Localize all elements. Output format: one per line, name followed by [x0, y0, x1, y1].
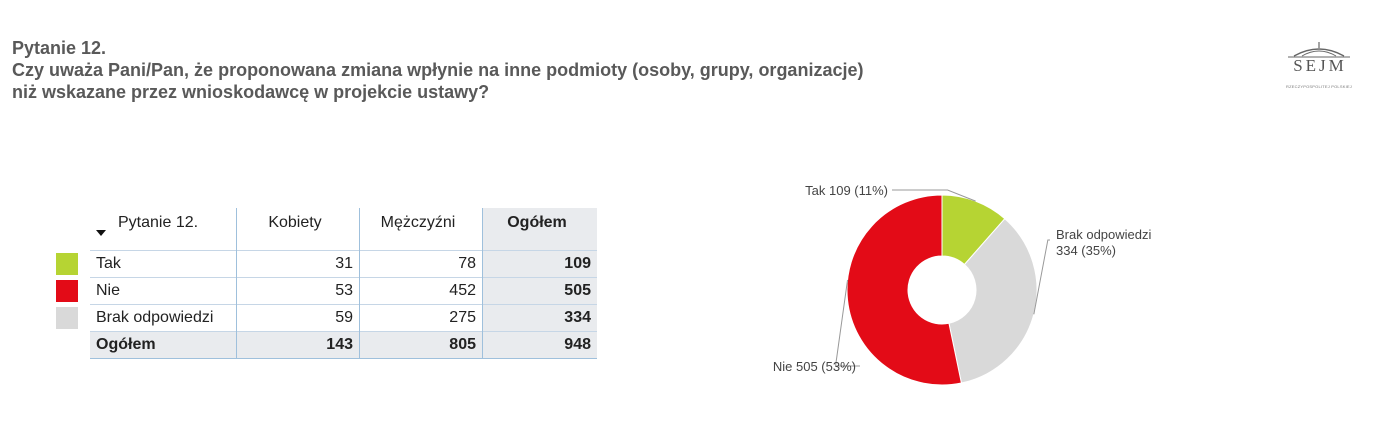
table-row: Brak odpowiedzi 59 275 334 [56, 304, 597, 332]
question-text-line1: Czy uważa Pani/Pan, że proponowana zmian… [12, 60, 864, 80]
label-tak: Tak 109 (11%) [805, 183, 888, 198]
table-header-row: Pytanie 12. Kobiety Mężczyźni Ogółem [56, 208, 597, 251]
cell-value: 452 [359, 277, 483, 305]
cell-total: 505 [482, 277, 597, 305]
total-value: 805 [359, 331, 483, 359]
sejm-logo: SEJM RZECZYPOSPOLITEJ POLSKIEJ [1280, 40, 1358, 92]
question-label: Pytanie 12. [12, 38, 107, 58]
question-header: Pytanie 12. Czy uważa Pani/Pan, że propo… [12, 37, 1012, 103]
total-value: 143 [236, 331, 360, 359]
swatch-nie [56, 280, 78, 302]
leader-line-tak [892, 189, 976, 202]
donut-chart: Tak 109 (11%) Brak odpowiedzi 334 (35%) Nie… [700, 150, 1220, 415]
row-label: Tak [90, 250, 237, 278]
results-table: Pytanie 12. Kobiety Mężczyźni Ogółem Tak… [56, 208, 597, 359]
cell-total: 109 [482, 250, 597, 278]
swatch-tak [56, 253, 78, 275]
table-total-row: Ogółem 143 805 948 [56, 331, 597, 359]
label-nie: Nie 505 (53%) [773, 359, 856, 374]
parliament-dome-icon [1288, 42, 1350, 58]
cell-value: 53 [236, 277, 360, 305]
grand-total: 948 [482, 331, 597, 359]
label-brak-line1: Brak odpowiedzi [1056, 227, 1151, 242]
dropdown-arrow-icon[interactable] [96, 230, 106, 236]
table-row: Tak 31 78 109 [56, 250, 597, 278]
cell-value: 78 [359, 250, 483, 278]
header-women: Kobiety [236, 208, 360, 251]
logo-word: SEJM [1293, 56, 1347, 75]
label-brak-line2: 334 (35%) [1056, 243, 1116, 258]
header-men: Mężczyźni [359, 208, 483, 251]
question-text-line2: niż wskazane przez wnioskodawcę w projek… [12, 82, 490, 102]
header-total: Ogółem [482, 208, 597, 251]
row-label: Nie [90, 277, 237, 305]
cell-value: 31 [236, 250, 360, 278]
slice-nie [846, 194, 962, 386]
logo-subtitle: RZECZYPOSPOLITEJ POLSKIEJ [1286, 84, 1352, 89]
header-question[interactable]: Pytanie 12. [90, 208, 237, 251]
total-label: Ogółem [90, 331, 237, 359]
leader-line-brak [1033, 239, 1050, 315]
table-row: Nie 53 452 505 [56, 277, 597, 305]
swatch-brak [56, 307, 78, 329]
cell-value: 275 [359, 304, 483, 332]
row-label: Brak odpowiedzi [90, 304, 237, 332]
header-question-label: Pytanie 12. [118, 214, 199, 231]
slice-brak-odpowiedzi [948, 218, 1038, 384]
leader-line-nie [834, 279, 860, 367]
cell-total: 334 [482, 304, 597, 332]
cell-value: 59 [236, 304, 360, 332]
